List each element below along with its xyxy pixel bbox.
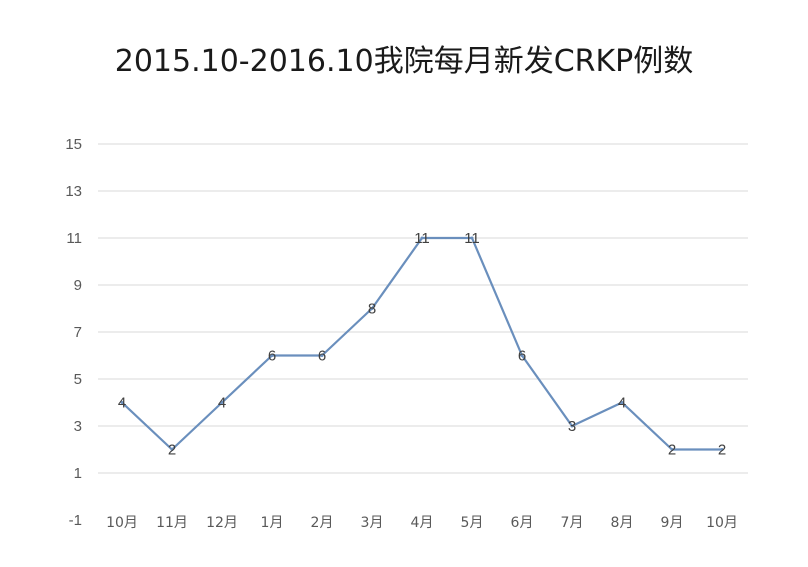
data-label: 6: [268, 348, 276, 365]
data-label: 2: [668, 442, 676, 459]
data-point: [320, 354, 324, 357]
x-tick-label: 7月: [561, 515, 584, 531]
data-label: 11: [464, 230, 480, 247]
data-label: 8: [368, 301, 376, 318]
x-tick-label: 5月: [461, 515, 484, 531]
data-label: 2: [718, 442, 726, 459]
y-tick-label: 11: [66, 230, 82, 247]
data-point: [270, 354, 274, 357]
y-tick-label: 9: [74, 277, 82, 294]
x-tick-label: 4月: [411, 515, 434, 531]
data-label: 4: [218, 395, 226, 412]
y-tick-label: 15: [65, 136, 82, 153]
x-tick-label: 12月: [206, 515, 238, 531]
data-point: [520, 354, 524, 357]
series-line-layer: [120, 236, 724, 451]
data-point: [620, 401, 624, 404]
x-tick-label: 1月: [261, 515, 284, 531]
chart-title: 2015.10-2016.10我院每月新发CRKP例数: [114, 44, 694, 79]
x-axis-ticks: 10月 11月 12月 1月 2月 3月 4月 5月 6月 7月 8月 9月 10月: [106, 515, 738, 531]
data-point: [420, 236, 424, 240]
y-tick-label: -1: [69, 512, 82, 529]
data-label: 3: [568, 418, 576, 435]
y-tick-label: 13: [65, 183, 82, 200]
data-point: [570, 424, 574, 428]
x-tick-label: 11月: [156, 515, 188, 531]
x-tick-label: 6月: [511, 515, 534, 531]
x-tick-label: 9月: [661, 515, 684, 531]
data-label: 2: [168, 442, 176, 459]
data-labels: 4 2 4 6 6 8 11 11 6 3 4 2 2: [118, 230, 726, 459]
x-tick-label: 10月: [106, 515, 138, 531]
data-point: [220, 401, 224, 404]
data-point: [170, 448, 174, 451]
x-tick-label: 10月: [706, 515, 738, 531]
data-label: 4: [118, 395, 126, 412]
y-tick-label: 5: [74, 371, 82, 388]
data-label: 6: [518, 348, 526, 365]
data-point: [720, 448, 724, 451]
x-tick-label: 2月: [311, 515, 334, 531]
data-point: [470, 236, 474, 240]
data-point: [670, 448, 674, 451]
x-tick-label: 8月: [611, 515, 634, 531]
y-tick-label: 1: [74, 465, 82, 482]
data-point: [370, 307, 374, 310]
x-tick-label: 3月: [361, 515, 384, 531]
gridlines: [98, 143, 748, 474]
data-label: 4: [618, 395, 626, 412]
y-tick-label: 7: [74, 324, 82, 341]
y-tick-label: 3: [74, 418, 82, 435]
data-label: 6: [318, 348, 326, 365]
data-point: [120, 401, 124, 404]
series-line: [121, 236, 722, 451]
data-label: 11: [414, 230, 430, 247]
